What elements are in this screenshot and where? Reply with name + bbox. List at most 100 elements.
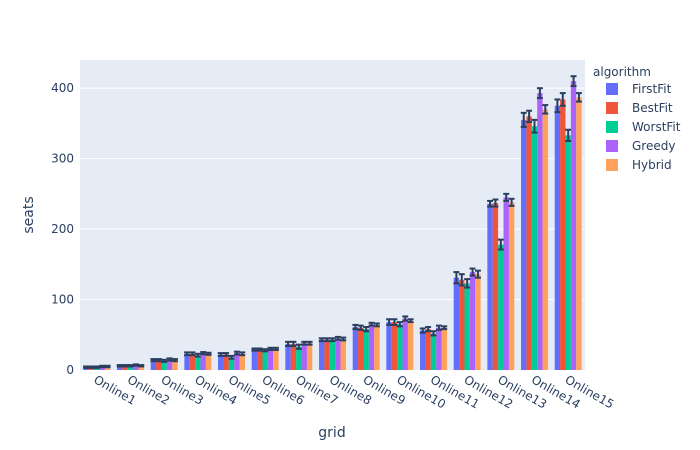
bar-greedy-online6: [267, 348, 274, 370]
error-bar: [194, 352, 201, 358]
error-bar: [497, 238, 504, 251]
error-bar: [171, 358, 178, 363]
bar-greedy-online3: [166, 359, 173, 370]
bar-greedy-online10: [402, 318, 408, 370]
error-bar: [363, 326, 370, 333]
bar-hybrid-online6: [273, 348, 279, 370]
legend-label: FirstFit: [632, 82, 672, 96]
bar-bestfit-online14: [526, 116, 532, 370]
bar-worstfit-online15: [565, 135, 571, 370]
bar-bestfit-online9: [358, 327, 364, 370]
bar-hybrid-online3: [172, 360, 178, 370]
bar-worstfit-online3: [161, 360, 167, 370]
bar-hybrid-online1: [104, 366, 111, 370]
bar-greedy-online4: [200, 353, 206, 370]
error-bar: [542, 104, 549, 115]
error-bar: [99, 364, 106, 369]
error-bar: [391, 318, 398, 326]
y-tick-labels: 0 100 200 300 400: [51, 81, 74, 377]
error-bar: [295, 343, 302, 350]
error-bar: [93, 365, 100, 369]
bar-hybrid-online4: [205, 353, 212, 370]
legend-item-hybrid[interactable]: Hybrid: [606, 158, 672, 172]
error-bar: [368, 321, 375, 327]
error-bar: [425, 326, 432, 333]
legend-item-firstfit[interactable]: FirstFit: [606, 82, 672, 96]
bar-greedy-online2: [133, 365, 139, 370]
error-bar: [464, 278, 471, 289]
error-bar: [536, 87, 543, 100]
bar-worstfit-online9: [363, 329, 369, 370]
legend-item-worstfit[interactable]: WorstFit: [606, 120, 681, 134]
error-bar: [474, 269, 481, 279]
bar-bestfit-online8: [324, 339, 330, 370]
error-bar: [526, 109, 533, 123]
error-bar: [88, 365, 95, 369]
legend-label: BestFit: [632, 101, 673, 115]
bar-firstfit-online6: [251, 349, 258, 370]
bar-worstfit-online2: [127, 365, 134, 370]
bar-hybrid-online10: [407, 320, 414, 370]
bar-bestfit-online4: [189, 353, 196, 370]
bar-bestfit-online7: [290, 343, 297, 370]
bar-firstfit-online14: [521, 119, 527, 371]
error-bars: [83, 75, 582, 369]
error-bar: [487, 199, 494, 208]
error-bar: [435, 324, 442, 331]
error-bar: [256, 347, 263, 352]
bar-bestfit-online6: [257, 349, 263, 370]
y-tick-label: 400: [51, 81, 74, 95]
error-bar: [503, 192, 510, 202]
bar-greedy-online7: [301, 343, 307, 370]
error-bar: [559, 92, 566, 107]
bar-worstfit-online5: [228, 357, 235, 370]
error-bar: [127, 364, 134, 368]
legend-swatch: [606, 159, 618, 171]
bar-bestfit-online15: [560, 99, 566, 371]
bar-hybrid-online8: [340, 339, 346, 370]
error-bar: [301, 340, 308, 346]
bar-worstfit-online14: [531, 126, 538, 371]
error-bar: [565, 128, 572, 143]
bar-hybrid-online15: [576, 97, 582, 370]
bar-worstfit-online13: [498, 244, 504, 370]
bar-greedy-online14: [537, 93, 543, 370]
error-bar: [217, 352, 224, 357]
error-bar: [520, 111, 527, 128]
error-bar: [290, 340, 297, 348]
error-bar: [441, 325, 448, 331]
bar-greedy-online15: [570, 81, 577, 371]
error-bar: [285, 340, 292, 348]
error-bar: [324, 337, 331, 343]
bar-hybrid-online7: [306, 343, 313, 370]
error-bar: [251, 347, 258, 352]
bar-hybrid-online9: [374, 324, 380, 370]
bar-bestfit-online2: [122, 365, 128, 370]
bar-bestfit-online12: [459, 279, 465, 370]
bar-hybrid-online12: [475, 274, 481, 370]
error-bar: [469, 267, 476, 277]
legend-title: algorithm: [593, 65, 651, 79]
error-bar: [223, 352, 230, 357]
bar-firstfit-online3: [150, 360, 157, 370]
legend-swatch: [606, 102, 618, 114]
bar-greedy-online9: [368, 324, 375, 370]
error-bar: [306, 340, 313, 346]
error-bar: [262, 348, 269, 353]
bar-firstfit-online15: [554, 105, 561, 370]
legend-item-bestfit[interactable]: BestFit: [606, 101, 673, 115]
error-bar: [122, 364, 129, 368]
legend: algorithm FirstFit BestFit WorstFit Greedy H…: [593, 65, 681, 172]
y-tick-label: 100: [51, 293, 74, 307]
legend-swatch: [606, 121, 618, 133]
legend-item-greedy[interactable]: Greedy: [606, 139, 675, 153]
bar-greedy-online12: [469, 272, 476, 370]
bar-firstfit-online7: [285, 343, 291, 370]
bar-worstfit-online8: [329, 339, 336, 370]
error-bar: [329, 337, 336, 343]
error-bar: [508, 197, 515, 207]
error-bar: [184, 351, 191, 357]
bar-firstfit-online2: [117, 365, 123, 370]
error-bar: [116, 364, 123, 368]
